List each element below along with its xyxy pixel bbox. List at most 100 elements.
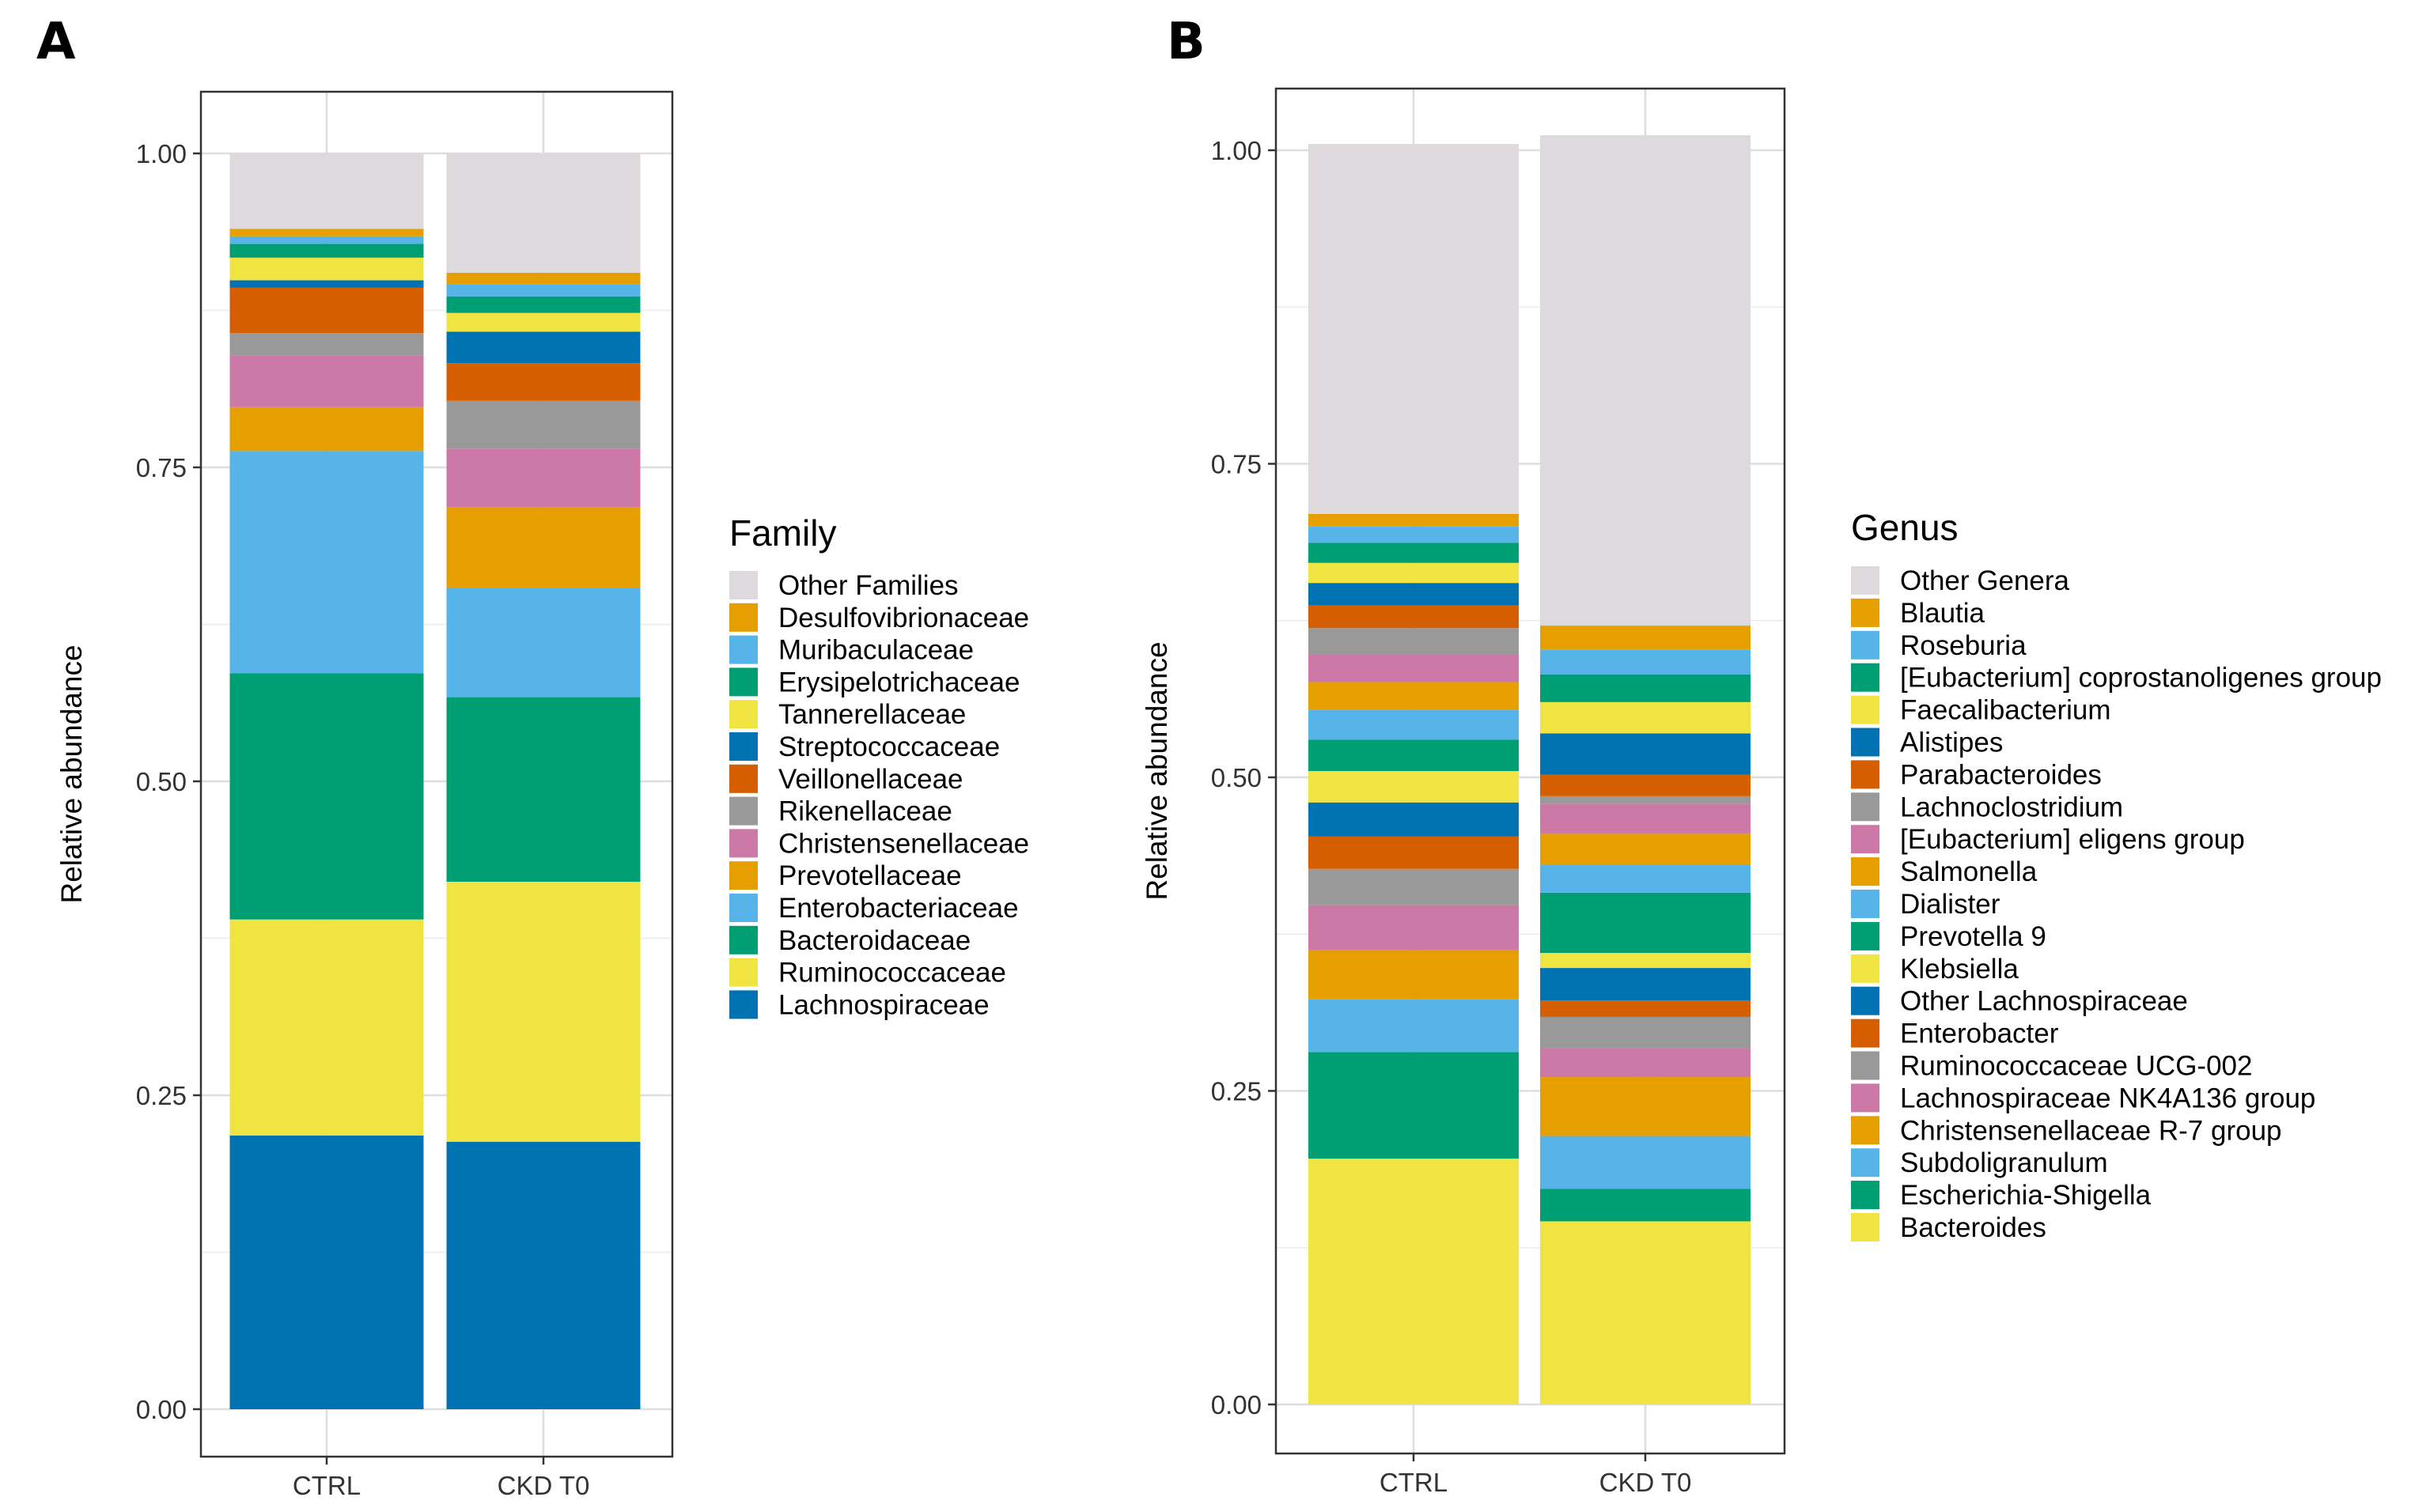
panel-a-bar-ckd-t0-muribaculaceae — [446, 284, 641, 297]
panel-b-bar-ckd-t0-bacteroides — [1540, 1221, 1751, 1404]
panel-a-legend-key-erysipelotrichaceae — [729, 667, 758, 697]
panel-a-y-tick-label: 0.75 — [136, 453, 187, 482]
panel-b-legend-label-salmonella: Salmonella — [1900, 856, 2038, 887]
panel-a-bar-ckd-t0-christensenellaceae — [446, 448, 641, 508]
panel-b-bar-ctrl-salmonella — [1308, 682, 1519, 710]
panel-a-legend-key-bacteroidaceae — [729, 925, 758, 954]
panel-b-legend-label-escherichia-shigella: Escherichia-Shigella — [1900, 1180, 2152, 1211]
panel-b-bar-ctrl-subdoligranulum — [1308, 999, 1519, 1053]
panel-b-bar-ctrl-eubacterium-eligens-group — [1308, 654, 1519, 682]
panel-a-y-axis-title: Relative abundance — [55, 644, 88, 903]
panel-b-bar-ctrl-prevotella-9 — [1308, 739, 1519, 772]
panel-b-legend-key-subdoligranulum — [1851, 1148, 1879, 1177]
panel-b-legend-label-alistipes: Alistipes — [1900, 728, 2003, 758]
panel-b-bar-ctrl-escherichia-shigella — [1308, 1052, 1519, 1159]
panel-b-bar-ctrl-ruminococcaceae-ucg-002 — [1308, 868, 1519, 905]
panel-b-legend-key-lachnospiraceae-nk4a136-group — [1851, 1083, 1879, 1113]
panel-a-bar-ctrl-other-families — [229, 153, 424, 229]
panel-a-y-tick-label: 0.00 — [136, 1395, 187, 1424]
panel-a-bar-ckd-t0-erysipelotrichaceae — [446, 297, 641, 313]
panel-b-legend-key-eubacterium-coprostanoligenes-group — [1851, 663, 1879, 692]
panel-b-bar-ctrl-faecalibacterium — [1308, 562, 1519, 584]
panel-a-legend-label-prevotellaceae: Prevotellaceae — [778, 860, 962, 891]
panel-b-y-tick-label: 1.00 — [1211, 136, 1262, 165]
panel-a-legend-label-lachnospiraceae: Lachnospiraceae — [778, 989, 990, 1020]
panel-a-legend-label-christensenellaceae: Christensenellaceae — [778, 828, 1029, 859]
panel-b-bar-ckd-t0-alistipes — [1540, 733, 1751, 775]
panel-a-bar-ctrl-lachnospiraceae — [229, 1135, 424, 1409]
panel-b-bar-ckd-t0-other-lachnospiraceae — [1540, 968, 1751, 1001]
panel-b-bar-ckd-t0-salmonella — [1540, 833, 1751, 866]
panel-b-bar-ctrl-lachnospiraceae-nk4a136-group — [1308, 905, 1519, 951]
panel-a-legend-key-veillonellaceae — [729, 764, 758, 793]
panel-a-x-tick-label-ckd-t0: CKD T0 — [498, 1471, 590, 1500]
panel-b-legend-label-prevotella-9: Prevotella 9 — [1900, 921, 2046, 952]
chart-genus: 0.00 0.25 0.50 0.75 1.00 CTRL CKD T0 Relative a… — [1141, 87, 2382, 1497]
panel-b-legend-key-ruminococcaceae-ucg-002 — [1851, 1051, 1879, 1080]
panel-b-legend-key-lachnoclostridium — [1851, 792, 1879, 822]
panel-b-legend-label-other-lachnospiraceae: Other Lachnospiraceae — [1900, 986, 2188, 1017]
panel-b-legend-key-eubacterium-eligens-group — [1851, 825, 1879, 854]
panel-a-legend-label-enterobacteriaceae: Enterobacteriaceae — [778, 893, 1019, 924]
panel-b-bar-ckd-t0-enterobacter — [1540, 1000, 1751, 1017]
panel-a-bar-ctrl-muribaculaceae — [229, 236, 424, 244]
panel-a-bar-ctrl-christensenellaceae — [229, 355, 424, 407]
panel-a-y-tick-label: 1.00 — [136, 139, 187, 168]
panel-b-legend-label-faecalibacterium: Faecalibacterium — [1900, 695, 2111, 726]
panel-a-bar-ckd-t0-streptococcaceae — [446, 331, 641, 364]
panel-b-bar-ckd-t0-escherichia-shigella — [1540, 1189, 1751, 1222]
panel-a-legend-key-prevotellaceae — [729, 861, 758, 890]
panel-b-legend-key-escherichia-shigella — [1851, 1181, 1879, 1210]
panel-a-bar-ctrl-streptococcaceae — [229, 280, 424, 288]
panel-b-legend-label-enterobacter: Enterobacter — [1900, 1019, 2059, 1049]
panel-b-legend-key-blautia — [1851, 598, 1879, 627]
panel-b-bar-ckd-t0-eubacterium-eligens-group — [1540, 803, 1751, 834]
panel-b-legend-label-eubacterium-eligens-group: [Eubacterium] eligens group — [1900, 824, 2245, 855]
panel-b-legend-label-ruminococcaceae-ucg-002: Ruminococcaceae UCG-002 — [1900, 1051, 2252, 1082]
panel-a-legend-label-muribaculaceae: Muribaculaceae — [778, 635, 974, 666]
panel-a-legend-label-veillonellaceae: Veillonellaceae — [778, 764, 963, 795]
panel-b-legend-key-enterobacter — [1851, 1019, 1879, 1048]
panel-a-bar-ckd-t0-desulfovibrionaceae — [446, 272, 641, 285]
panel-a-bar-ckd-t0-veillonellaceae — [446, 363, 641, 401]
panel-a-bar-ckd-t0-other-families — [446, 153, 641, 273]
panel-b-legend-key-klebsiella — [1851, 954, 1879, 983]
panel-a-bar-ckd-t0-ruminococcaceae — [446, 882, 641, 1142]
panel-b-legend-label-lachnospiraceae-nk4a136-group: Lachnospiraceae NK4A136 group — [1900, 1083, 2315, 1113]
panel-b-legend-key-alistipes — [1851, 728, 1879, 757]
panel-a-legend-key-lachnospiraceae — [729, 990, 758, 1019]
panel-b-bar-ctrl-other-genera — [1308, 144, 1519, 514]
panel-b-bar-ckd-t0-dialister — [1540, 865, 1751, 893]
panel-b-legend-label-lachnoclostridium: Lachnoclostridium — [1900, 792, 2123, 822]
panel-a-legend-label-bacteroidaceae: Bacteroidaceae — [778, 925, 971, 956]
panel-a-legend-key-rikenellaceae — [729, 796, 758, 826]
panel-b-bar-ckd-t0-subdoligranulum — [1540, 1136, 1751, 1189]
panel-a-bar-ckd-t0-tannerellaceae — [446, 312, 641, 332]
panel-b-legend-key-dialister — [1851, 890, 1879, 918]
panel-b-label: B — [1167, 13, 1206, 71]
panel-a-legend-key-tannerellaceae — [729, 700, 758, 729]
panel-b-legend-key-bacteroides — [1851, 1213, 1879, 1242]
panel-b-legend-label-dialister: Dialister — [1900, 889, 2000, 920]
panel-b-bar-ckd-t0-parabacteroides — [1540, 774, 1751, 796]
panel-b-legend-label-eubacterium-coprostanoligenes-group: [Eubacterium] coprostanoligenes group — [1900, 663, 2382, 694]
panel-b-y-tick-label: 0.25 — [1211, 1077, 1262, 1106]
panel-a-bar-ctrl-prevotellaceae — [229, 406, 424, 452]
panel-a-y-tick-label: 0.50 — [136, 767, 187, 796]
panel-b-legend-key-other-genera — [1851, 566, 1879, 595]
panel-b-bar-ckd-t0-faecalibacterium — [1540, 701, 1751, 734]
panel-b-bar-ckd-t0-prevotella-9 — [1540, 892, 1751, 954]
panel-b-bar-ctrl-klebsiella — [1308, 771, 1519, 803]
panel-b-legend-key-salmonella — [1851, 857, 1879, 886]
panel-a-bar-ctrl-bacteroidaceae — [229, 673, 424, 920]
panel-a-label: A — [36, 13, 76, 71]
panel-b-x-tick-label-ckd-t0: CKD T0 — [1599, 1468, 1692, 1497]
panel-b-legend-key-faecalibacterium — [1851, 695, 1879, 724]
panel-b-bar-ctrl-eubacterium-coprostanoligenes-group — [1308, 542, 1519, 563]
panel-b-bar-ctrl-christensenellaceae-r-7-group — [1308, 950, 1519, 1000]
panel-b-bar-ckd-t0-klebsiella — [1540, 953, 1751, 969]
panel-a-legend-label-erysipelotrichaceae: Erysipelotrichaceae — [778, 667, 1020, 697]
panel-b-bar-ctrl-alistipes — [1308, 583, 1519, 606]
panel-b-bar-ctrl-blautia — [1308, 513, 1519, 527]
panel-a-bar-ctrl-erysipelotrichaceae — [229, 244, 424, 258]
